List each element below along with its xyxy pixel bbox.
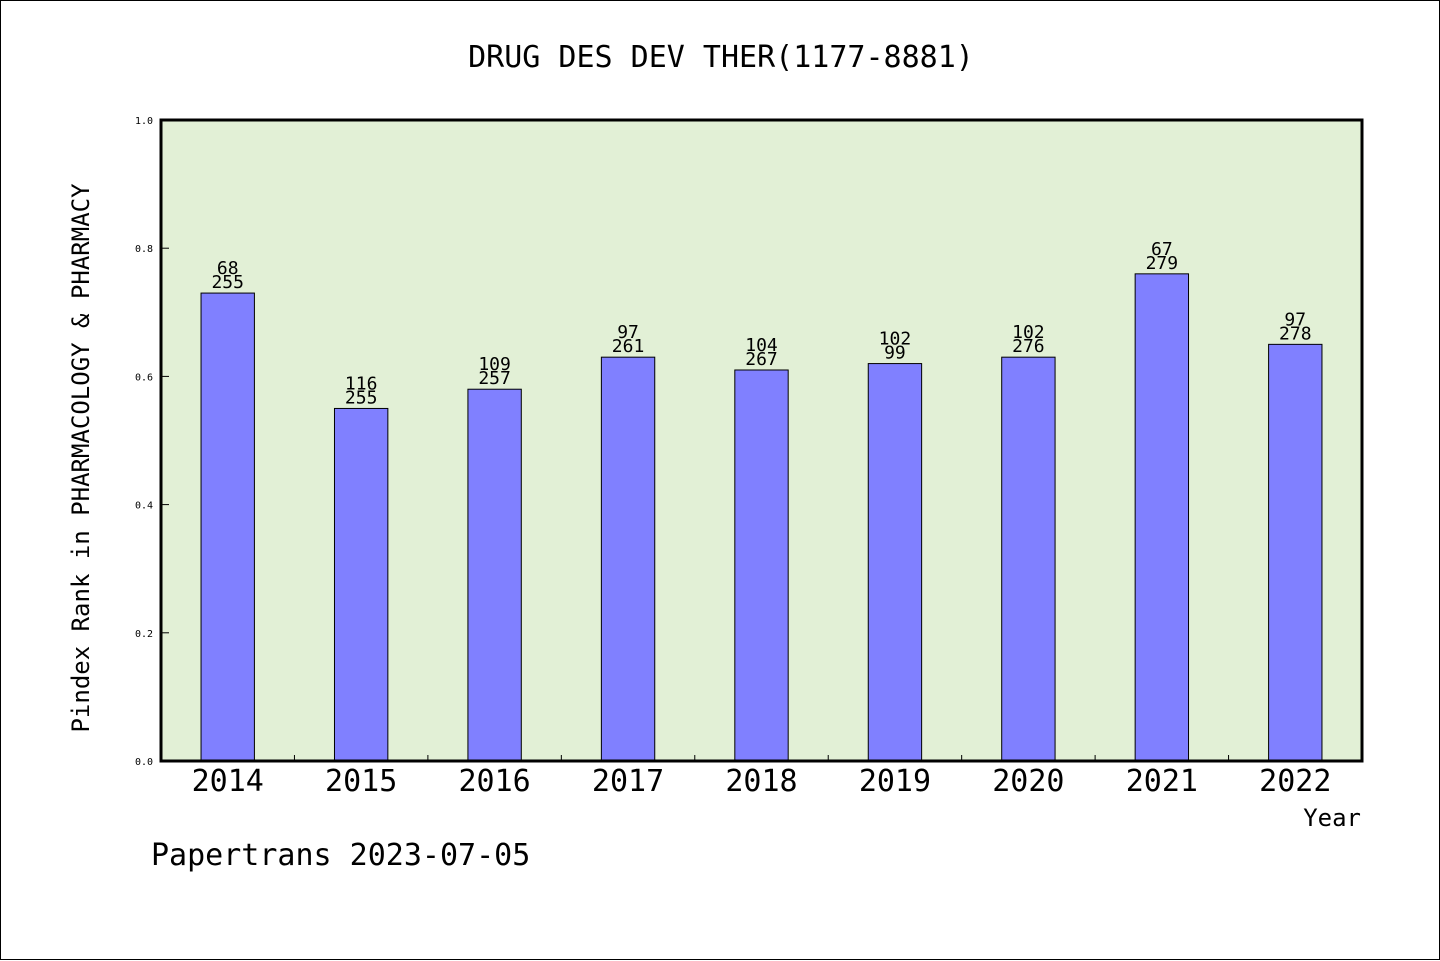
y-tick-label: 0.6 xyxy=(135,372,153,383)
bar xyxy=(600,356,656,762)
bar-label-bottom: 279 xyxy=(1146,253,1179,274)
bar-label-top: 97 xyxy=(1284,309,1306,330)
bar-label-top: 102 xyxy=(1012,322,1045,343)
x-tick-label: 2022 xyxy=(1259,764,1331,799)
bar-label-top: 68 xyxy=(217,258,239,279)
x-axis-label: Year xyxy=(1303,804,1361,832)
bar-label-top: 97 xyxy=(617,322,639,343)
y-tick-label: 0.2 xyxy=(135,629,153,640)
bar xyxy=(867,363,923,762)
footer-credit: Papertrans 2023-07-05 xyxy=(151,838,530,873)
x-tick-label: 2020 xyxy=(992,764,1064,799)
bar-label-bottom: 267 xyxy=(745,349,778,370)
y-tick-label: 0.0 xyxy=(135,757,153,768)
bar-label-top: 116 xyxy=(345,373,378,394)
bar-label-bottom: 99 xyxy=(884,343,906,364)
bar-label-bottom: 261 xyxy=(612,336,645,357)
bar xyxy=(734,369,789,762)
x-tick-label: 2017 xyxy=(592,764,664,799)
x-tick-label: 2014 xyxy=(192,764,264,799)
x-tick-label: 2018 xyxy=(725,764,797,799)
x-axis: 2014 2015 2016 2017 2018 2019 2020 2021 2022 xyxy=(192,755,1331,799)
bar-label-top: 102 xyxy=(879,329,912,350)
bar-label-top: 67 xyxy=(1151,239,1173,260)
y-axis-label: Pindex Rank in PHARMACOLOGY & PHARMACY xyxy=(67,183,95,733)
bar xyxy=(467,388,522,762)
bar-label-bottom: 278 xyxy=(1279,323,1312,344)
bar-label-bottom: 276 xyxy=(1012,336,1045,357)
bar-label-bottom: 255 xyxy=(211,272,244,293)
x-tick-label: 2021 xyxy=(1126,764,1198,799)
bar xyxy=(1268,343,1323,762)
x-tick-label: 2016 xyxy=(458,764,530,799)
x-tick-label: 2015 xyxy=(325,764,397,799)
bar xyxy=(200,292,255,762)
y-tick-label: 0.8 xyxy=(135,244,153,255)
bar-label-top: 104 xyxy=(745,335,778,356)
bar-label-bottom: 257 xyxy=(478,368,511,389)
bar xyxy=(1001,356,1056,762)
bar xyxy=(1134,273,1190,762)
chart-title: DRUG DES DEV THER(1177-8881) xyxy=(468,40,974,75)
bar-label-bottom: 255 xyxy=(345,387,378,408)
bar-label-top: 109 xyxy=(478,354,511,375)
bar xyxy=(333,407,389,762)
plot-border xyxy=(159,118,1364,763)
y-tick-label: 0.4 xyxy=(135,501,153,512)
y-tick-label: 1.0 xyxy=(135,116,153,127)
x-tick-label: 2019 xyxy=(859,764,931,799)
